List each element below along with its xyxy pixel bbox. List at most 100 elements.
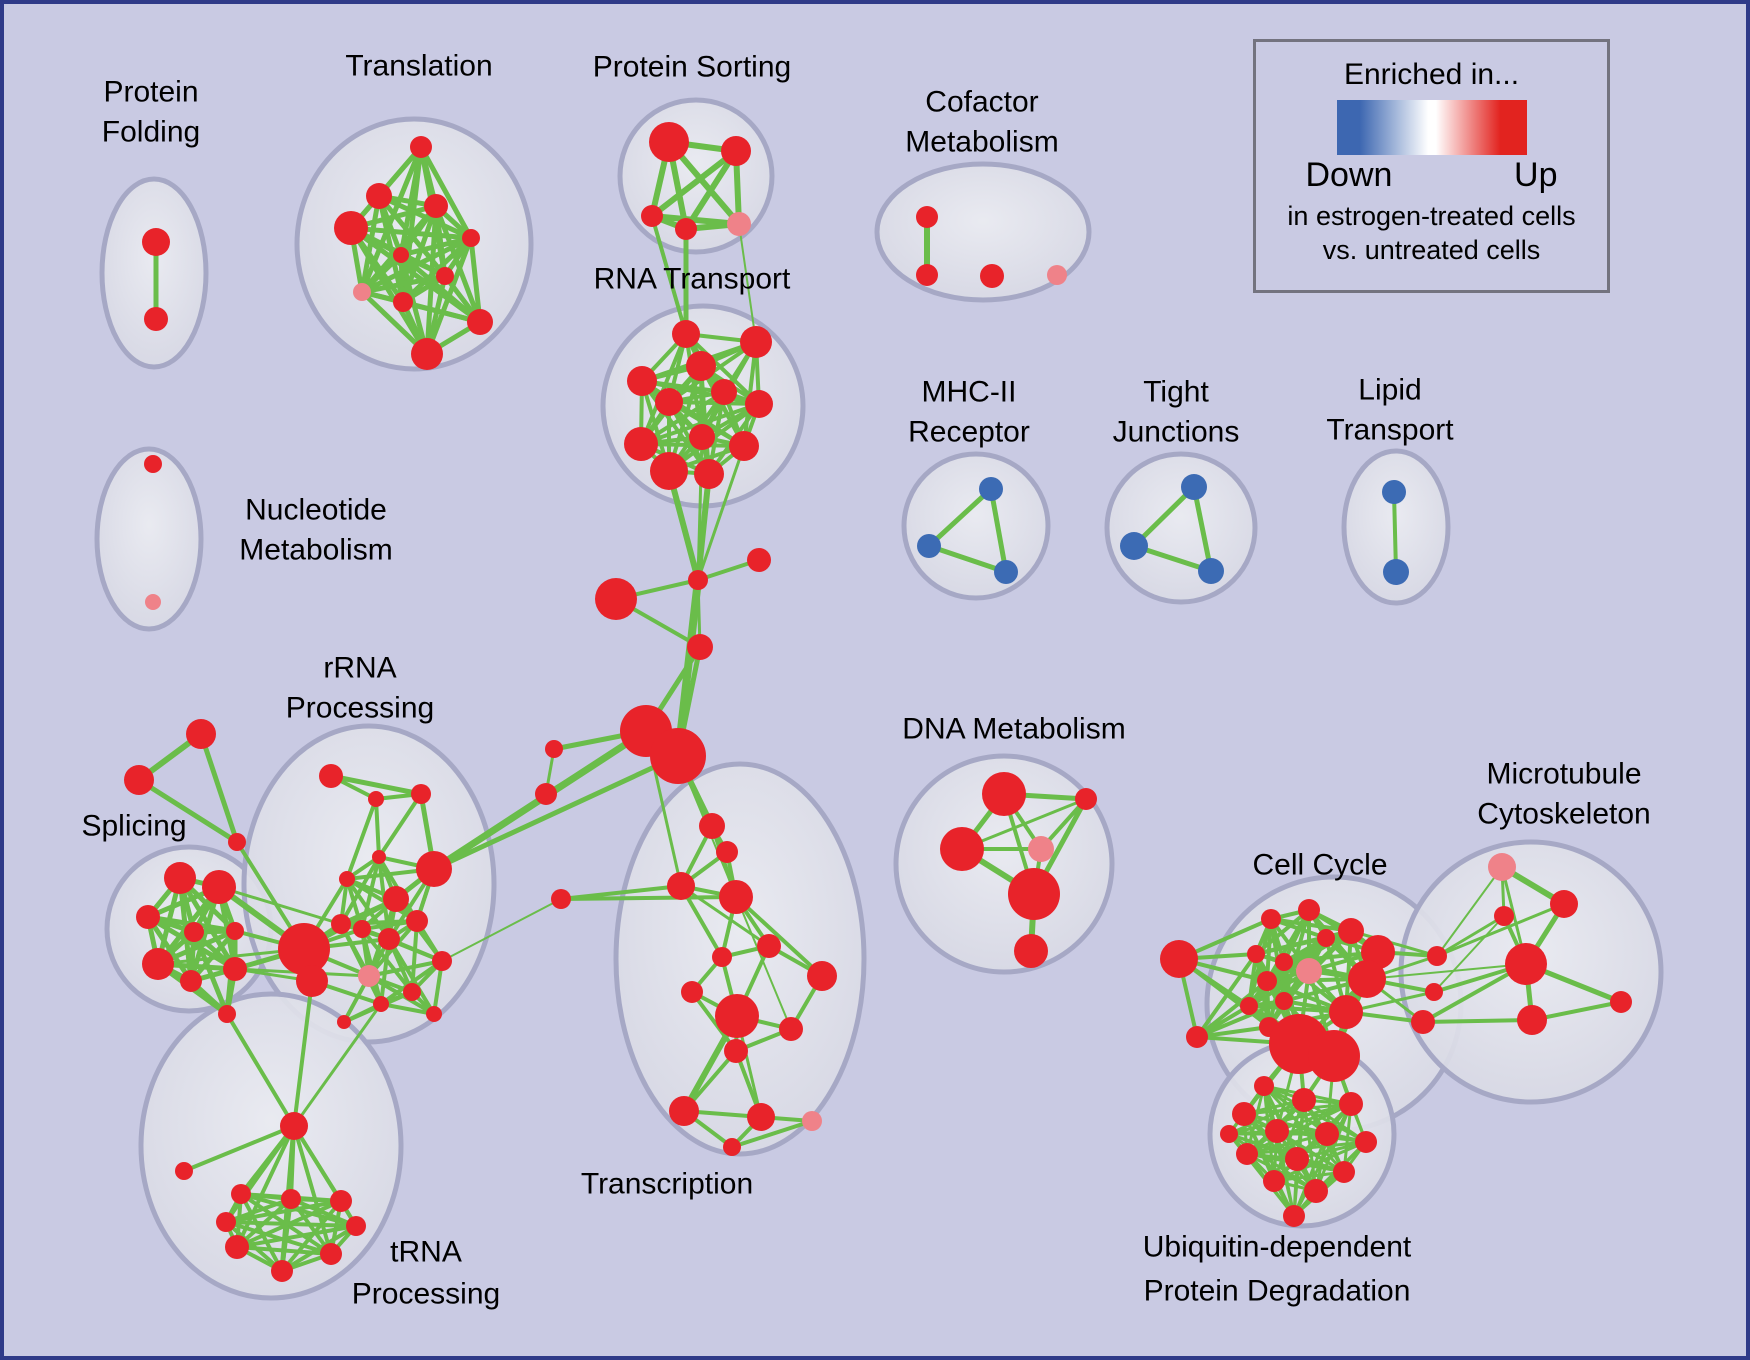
network-node-pf2 — [144, 307, 168, 331]
cluster-label-translation-line1: Translation — [345, 50, 492, 83]
cluster-label-mhc-ii-receptor-line1: MHC-II — [922, 376, 1017, 409]
network-edge — [1131, 484, 1197, 549]
network-edge — [1530, 1000, 1623, 1022]
network-node-lt1 — [1382, 480, 1406, 504]
legend-gradient-bar — [1336, 100, 1527, 155]
cluster-labels: Protein Folding Translation Protein Sorting… — [81, 50, 1650, 1311]
network-edge — [441, 898, 562, 962]
network-node-sp1 — [164, 862, 196, 894]
network-node-mt2 — [1550, 890, 1578, 918]
cluster-label-nucleotide-metabolism-line2: Metabolism — [239, 534, 392, 567]
legend-down-label: Down — [1305, 156, 1393, 194]
network-edge — [345, 797, 378, 881]
legend-ends-row: Down Up — [1306, 157, 1558, 193]
network-node-tn8 — [320, 1243, 342, 1265]
network-node-tc1 — [699, 813, 725, 839]
network-node-cc11 — [1275, 992, 1293, 1010]
network-edge — [217, 885, 343, 926]
network-node-tc7 — [807, 961, 837, 991]
network-node-tr4 — [334, 211, 368, 245]
cluster-ellipse-tight-junctions — [1104, 451, 1258, 605]
network-node-f1 — [186, 719, 216, 749]
network-node-cn3 — [1411, 1010, 1435, 1034]
network-node-rt3 — [686, 351, 716, 381]
cluster-label-rrna-processing-line2: Processing — [286, 692, 434, 725]
cluster-label-trna-processing-line1: tRNA — [390, 1236, 462, 1269]
cluster-label-cell-cycle-line1: Cell Cycle — [1252, 849, 1387, 882]
network-node-rr12 — [358, 965, 380, 987]
network-node-tn4 — [330, 1190, 352, 1212]
network-edge — [734, 895, 824, 978]
network-node-dm4 — [1028, 836, 1054, 862]
network-node-ccL — [1160, 940, 1198, 978]
network-node-tc13 — [747, 1103, 775, 1131]
network-node-sp8 — [223, 957, 247, 981]
network-node-ps2 — [721, 136, 751, 166]
network-node-tc3 — [667, 872, 695, 900]
network-edge — [690, 990, 738, 1053]
network-edge — [1254, 936, 1328, 956]
cluster-label-microtubule-cytoskeleton-line1: Microtubule — [1486, 758, 1641, 791]
network-node-sp7 — [180, 970, 202, 992]
network-node-tc4 — [719, 880, 753, 914]
network-node-f7 — [687, 634, 713, 660]
network-edge — [345, 877, 391, 941]
network-node-ps4 — [675, 218, 697, 240]
network-edge — [1421, 1018, 1534, 1024]
network-node-rt12 — [694, 459, 724, 489]
network-node-ub5 — [1265, 1119, 1289, 1143]
network-edge — [1366, 963, 1527, 980]
network-node-spc — [218, 1005, 236, 1023]
network-node-sp6 — [142, 948, 174, 980]
network-node-rr1 — [319, 764, 343, 788]
network-node-mt1 — [1488, 853, 1516, 881]
network-node-tr1 — [410, 136, 432, 158]
cluster-label-lipid-transport-line2: Transport — [1326, 414, 1454, 447]
network-node-hb0 — [278, 923, 330, 975]
network-edge — [348, 225, 474, 241]
network-node-ub11 — [1263, 1170, 1285, 1192]
network-node-rr16 — [426, 1006, 442, 1022]
network-edge — [398, 235, 474, 258]
network-node-co4 — [1047, 265, 1067, 285]
network-node-rr10 — [331, 914, 351, 934]
cluster-label-microtubule-cytoskeleton-line2: Cytoskeleton — [1477, 798, 1650, 831]
network-node-rr9 — [378, 928, 400, 950]
network-node-mh1 — [979, 477, 1003, 501]
network-edge — [1227, 1132, 1318, 1193]
network-node-cc12 — [1329, 995, 1363, 1029]
network-edge — [418, 144, 474, 241]
network-node-ub6 — [1315, 1122, 1339, 1146]
network-nodes — [124, 122, 1632, 1282]
network-edge — [374, 797, 381, 859]
network-node-tn3 — [281, 1189, 301, 1209]
network-node-rr15 — [337, 1015, 351, 1029]
network-edge — [348, 225, 430, 357]
network-edge — [292, 979, 314, 1128]
network-edge — [224, 1124, 296, 1224]
network-edge — [280, 1224, 358, 1273]
network-edge — [379, 1002, 436, 1016]
network-edge — [339, 855, 381, 926]
network-node-cc1 — [1261, 909, 1281, 929]
network-node-tj1 — [1181, 474, 1207, 500]
network-node-ub1 — [1254, 1076, 1274, 1096]
network-node-cc5 — [1247, 945, 1265, 963]
network-edge — [1227, 1132, 1346, 1174]
legend-box: Enriched in... Down Up in estrogen-treat… — [1253, 39, 1610, 293]
cluster-label-tight-junctions-line2: Junctions — [1113, 416, 1240, 449]
network-edge — [1433, 915, 1505, 993]
cluster-label-rrna-processing-line1: rRNA — [323, 652, 396, 685]
network-node-tj2 — [1120, 532, 1148, 560]
network-node-f2 — [124, 765, 154, 795]
network-canvas: Protein Folding Translation Protein Sorting… — [81, 50, 1664, 1311]
legend-subtitle-line2: vs. untreated cells — [1322, 235, 1541, 265]
network-edge — [988, 486, 1009, 575]
network-node-tr6 — [393, 247, 409, 263]
network-node-ub2 — [1292, 1088, 1316, 1112]
network-node-mt5 — [1517, 1005, 1547, 1035]
network-edge — [1435, 914, 1506, 958]
network-node-tr8 — [353, 283, 371, 301]
network-edge — [649, 148, 739, 219]
network-edge — [359, 273, 448, 295]
